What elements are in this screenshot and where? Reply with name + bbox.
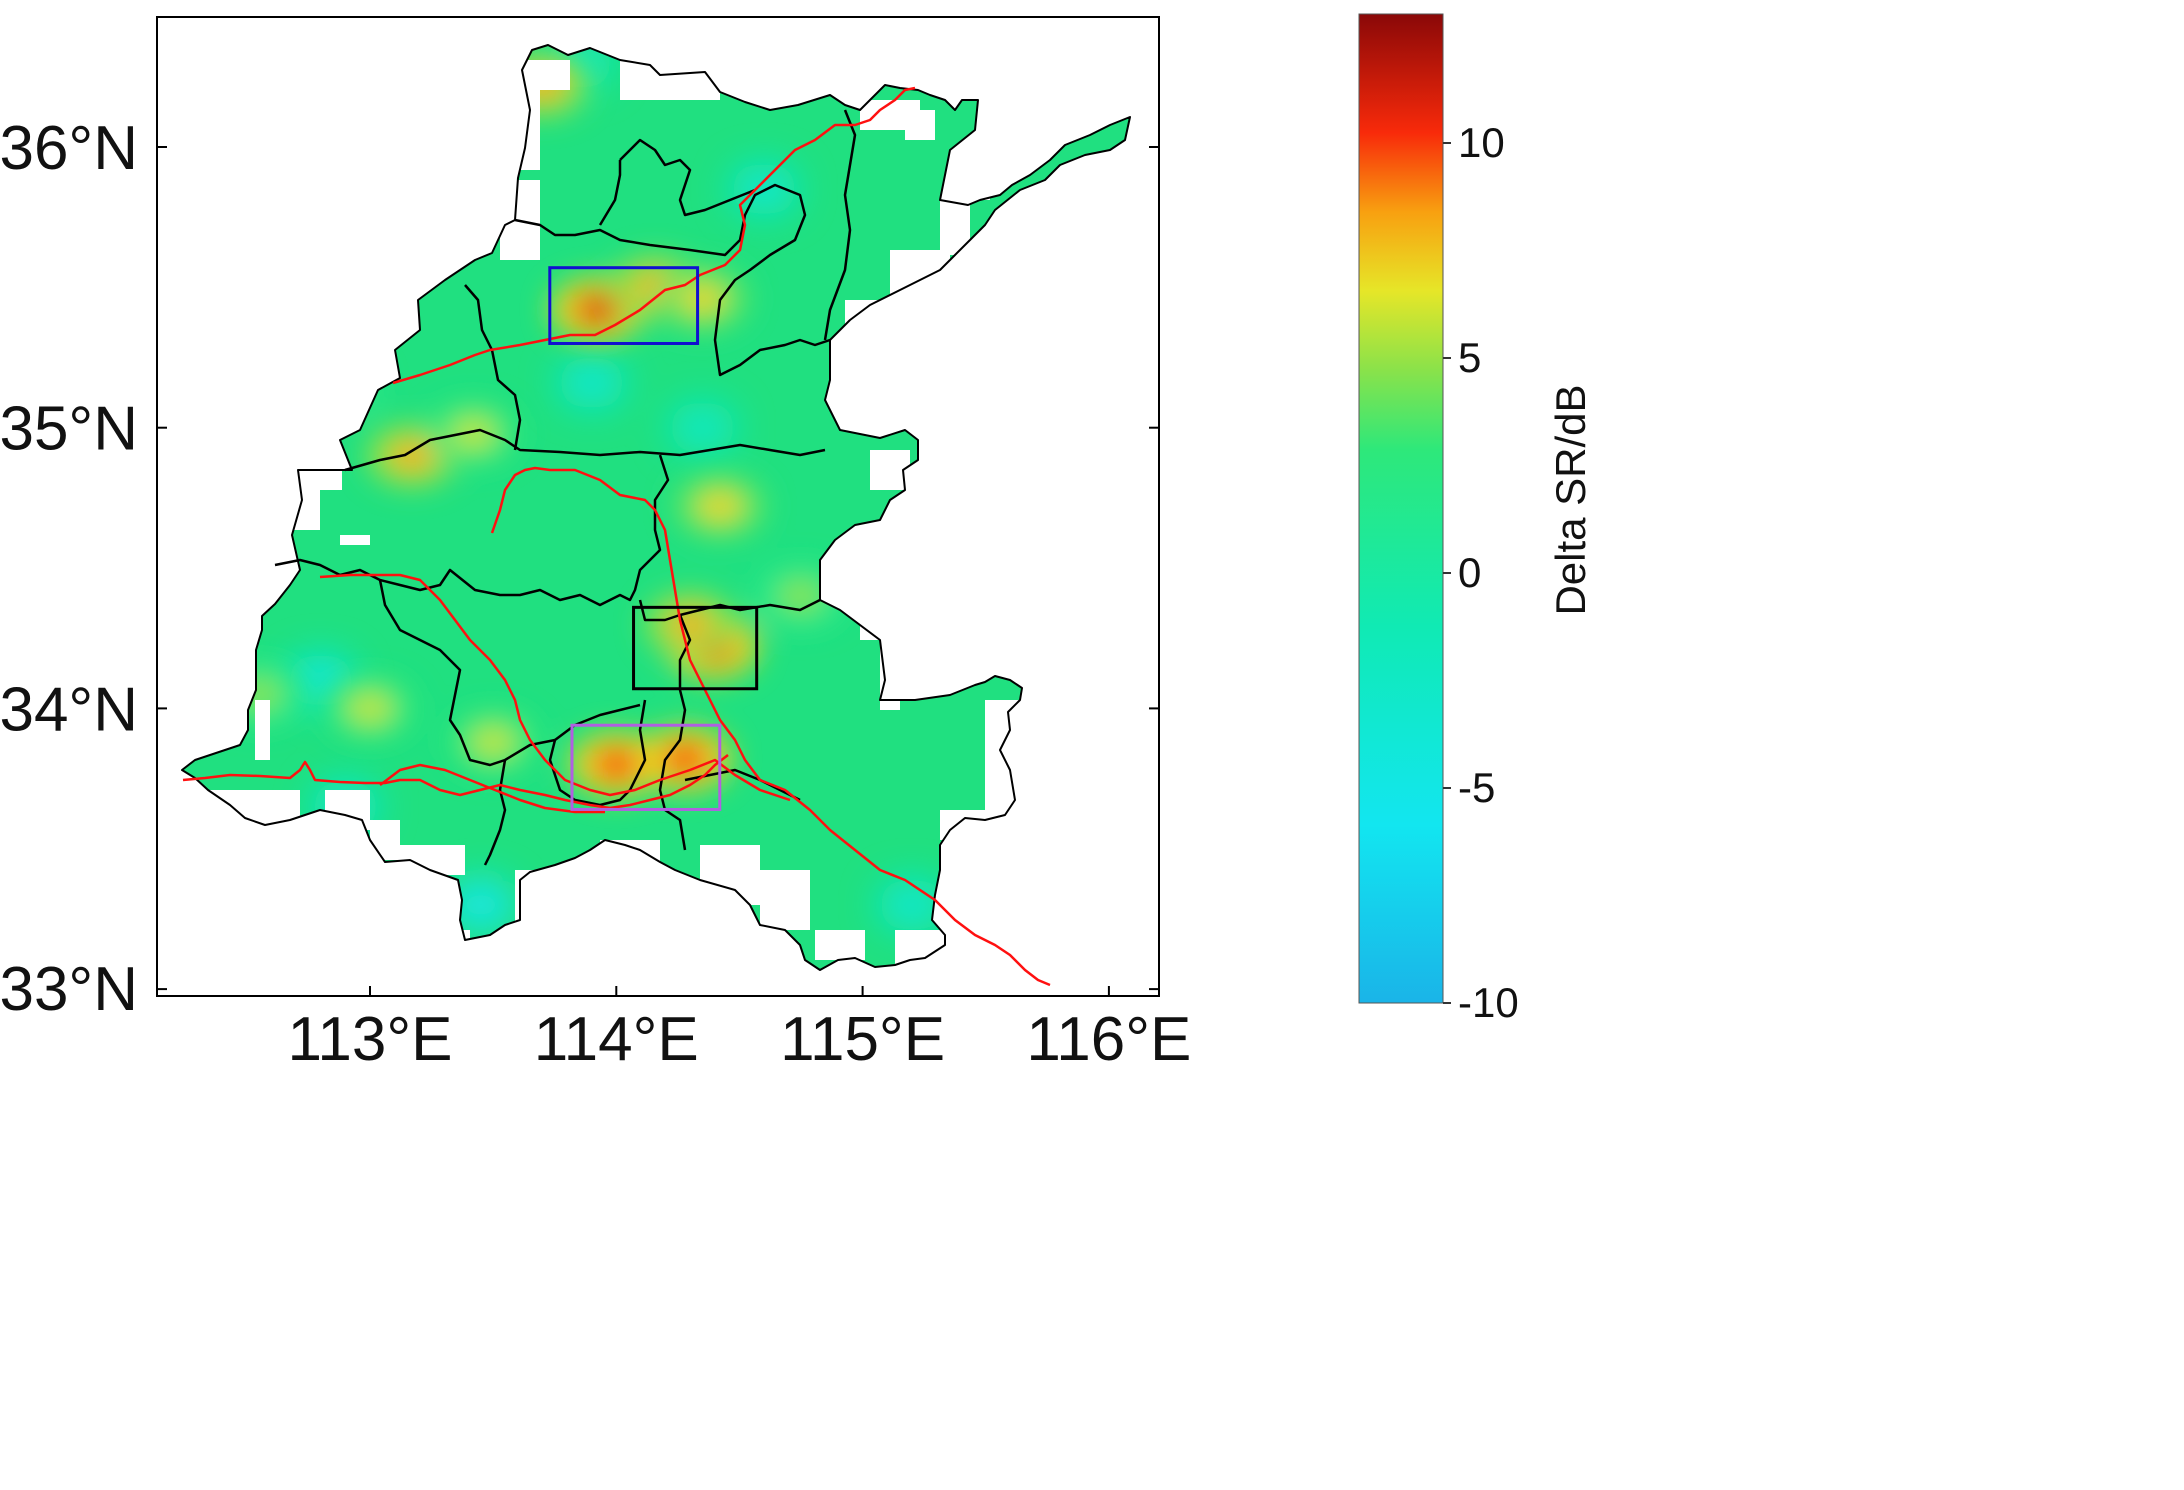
study-box-violet [570, 723, 722, 811]
boundary-line [514, 183, 831, 377]
latitude-axis: 36°N 35°N 34°N 33°N [0, 114, 1159, 1024]
boundary-line [274, 454, 670, 607]
lat-label: 33°N [0, 955, 138, 1024]
hotspot [451, 417, 496, 450]
study-box-blue [548, 266, 700, 345]
boundary-line [378, 579, 556, 767]
boundary-line [619, 138, 756, 217]
longitude-axis: 113°E 114°E 115°E 116°E [288, 986, 1191, 1074]
coldspot [446, 878, 515, 931]
river-line [319, 573, 791, 802]
hotspot [680, 282, 725, 315]
hotspot [574, 293, 619, 326]
lat-label: 35°N [0, 395, 138, 464]
lat-label: 36°N [0, 114, 138, 183]
river-line [182, 754, 729, 810]
colorbar-tick-label: 0 [1458, 549, 1481, 596]
colorbar-ticks: 10 5 0 -5 -10 [1443, 119, 1519, 1026]
lon-label: 114°E [534, 1005, 699, 1074]
internal-boundaries [274, 109, 857, 866]
colorbar-tick-label: 10 [1458, 119, 1505, 166]
study-boxes [548, 266, 759, 811]
study-box-black [632, 605, 759, 691]
river-line [379, 763, 605, 814]
colorbar-gradient [1358, 13, 1444, 1004]
river-line [392, 86, 916, 385]
colorbar: 10 5 0 -5 -10 Delta SR/dB [1358, 13, 1594, 1026]
coldspot [877, 878, 946, 931]
field-coldspots [286, 45, 946, 931]
lon-label: 113°E [288, 1005, 453, 1074]
hotspot [471, 726, 516, 759]
colorbar-title: Delta SR/dB [1547, 384, 1594, 615]
lon-label: 116°E [1026, 1005, 1191, 1074]
hotspot [389, 439, 434, 472]
colorbar-tick-label: -10 [1458, 979, 1519, 1026]
boundary-line [548, 699, 647, 807]
hotspot [594, 748, 639, 781]
rivers [182, 86, 1051, 987]
coldspot [557, 356, 626, 409]
colorbar-tick-label: -5 [1458, 764, 1495, 811]
boundary-line [823, 109, 857, 341]
province-boundary [181, 44, 1131, 971]
hotspot [663, 742, 708, 775]
lon-label: 115°E [780, 1005, 945, 1074]
boundary-line [464, 284, 522, 451]
boundary-line [658, 614, 692, 851]
hotspot [697, 490, 742, 523]
hotspot [348, 692, 392, 725]
colorbar-tick-label: 5 [1458, 334, 1481, 381]
lat-label: 34°N [0, 675, 138, 744]
boundary-line [598, 160, 622, 226]
boundary-line [344, 428, 826, 472]
coldspot [668, 401, 737, 454]
